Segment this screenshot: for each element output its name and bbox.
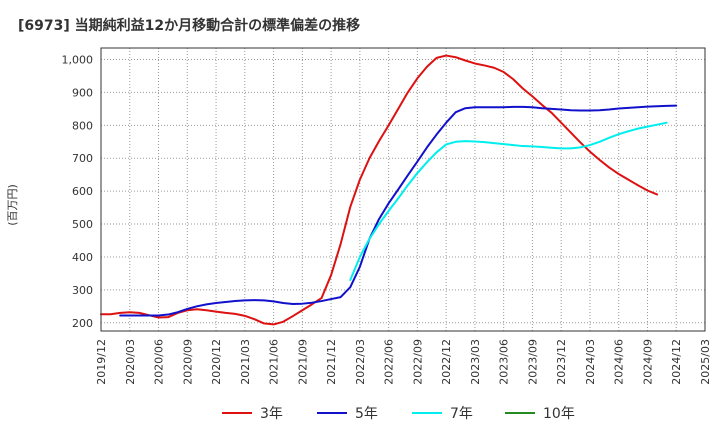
x-tick-label: 2023/09 (526, 339, 539, 385)
y-axis-label: (百万円) (6, 184, 19, 226)
x-tick-label: 2022/12 (440, 339, 453, 385)
x-tick-label: 2022/09 (411, 339, 424, 385)
y-tick-label: 800 (72, 119, 93, 132)
x-tick-label: 2020/09 (181, 339, 194, 385)
legend-label-5年: 5年 (355, 406, 378, 422)
y-tick-label: 300 (72, 284, 93, 297)
x-tick-label: 2022/03 (354, 339, 367, 385)
x-tick-label: 2021/12 (325, 339, 338, 385)
x-tick-label: 2025/03 (699, 339, 712, 385)
x-tick-label: 2020/06 (153, 339, 166, 385)
x-tick-label: 2023/12 (555, 339, 568, 385)
y-tick-label: 700 (72, 152, 93, 165)
x-tick-label: 2020/03 (124, 339, 137, 385)
y-axis: 200 300 400 500 600 700 800 900 1,000 (62, 54, 94, 330)
series-lines (100, 54, 678, 326)
y-tick-label: 500 (72, 218, 93, 231)
chart-title: [6973] 当期純利益12か月移動合計の標準偏差の推移 (18, 17, 360, 34)
y-tick-label: 1,000 (62, 54, 94, 67)
legend-label-3年: 3年 (260, 406, 283, 422)
x-tick-label: 2022/06 (383, 339, 396, 385)
x-tick-label: 2020/12 (210, 339, 223, 385)
x-tick-label: 2021/06 (268, 339, 281, 385)
x-tick-label: 2024/03 (584, 339, 597, 385)
y-tick-label: 200 (72, 317, 93, 330)
y-tick-label: 600 (72, 185, 93, 198)
x-tick-label: 2019/12 (95, 339, 108, 385)
x-tick-label: 2021/03 (239, 339, 252, 385)
series-line-3年 (100, 54, 659, 326)
x-tick-label: 2024/12 (670, 339, 683, 385)
x-tick-label: 2024/09 (641, 339, 654, 385)
y-tick-label: 900 (72, 86, 93, 99)
x-tick-label: 2024/06 (613, 339, 626, 385)
x-axis: 2019/12 2020/03 2020/06 2020/09 2020/12 2021/… (95, 339, 712, 385)
legend: 3年 5年 7年 10年 (222, 406, 575, 422)
x-tick-label: 2023/06 (498, 339, 511, 385)
gridlines (100, 48, 706, 331)
series-line-7年 (349, 121, 668, 281)
legend-label-10年: 10年 (543, 406, 575, 422)
plot-area (100, 47, 706, 332)
series-line-5年 (119, 104, 678, 317)
x-tick-label: 2021/09 (296, 339, 309, 385)
y-tick-label: 400 (72, 251, 93, 264)
x-tick-label: 2023/03 (469, 339, 482, 385)
legend-label-7年: 7年 (450, 406, 473, 422)
plot-background (101, 48, 705, 331)
plot-frame (100, 47, 706, 332)
